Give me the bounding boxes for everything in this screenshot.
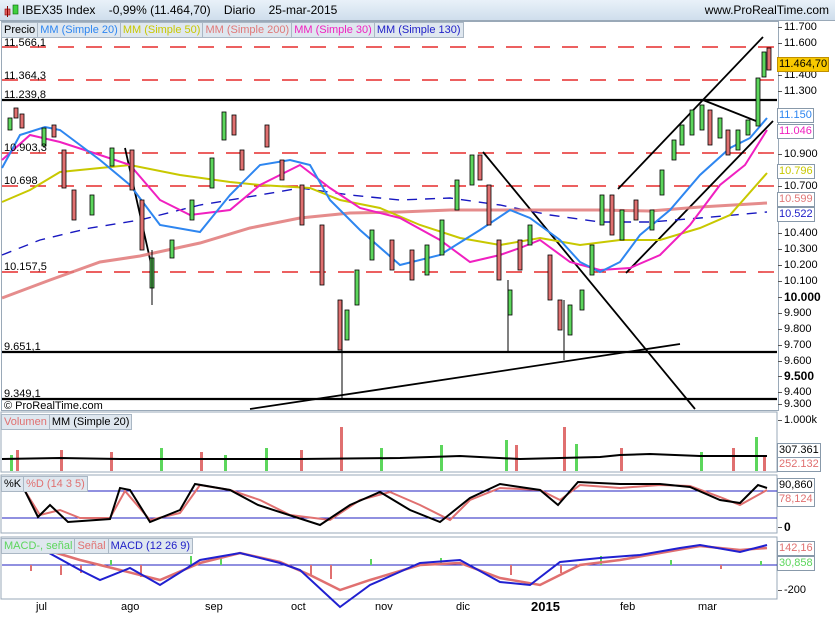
- volume-ma-tag: 252.132: [777, 457, 821, 472]
- macd-legend: MACD-, señal Señal MACD (12 26 9): [1, 538, 194, 554]
- sma50-tag: 10.796: [777, 164, 815, 179]
- candlestick-logo-icon: [4, 4, 19, 17]
- legend-k[interactable]: %K: [1, 476, 25, 492]
- x-tick: feb: [620, 601, 636, 613]
- level-label: 11.364,3: [4, 70, 47, 82]
- title-bar: IBEX35 Index -0,99% (11.464,70) Diario 2…: [0, 0, 835, 21]
- x-tick-year: 2015: [531, 599, 560, 614]
- volume-tag: 307.361: [777, 443, 821, 458]
- level-label: 9.349,1: [4, 388, 41, 400]
- date: 25-mar-2015: [268, 3, 338, 17]
- legend-d[interactable]: %D (14 3 5): [23, 476, 88, 492]
- x-tick: dic: [456, 601, 471, 613]
- volume-legend: Volumen MM (Simple 20): [1, 414, 133, 430]
- sma200-tag: 10.599: [777, 192, 815, 207]
- x-tick: sep: [205, 601, 223, 613]
- legend-sma130[interactable]: MM (Simple 130): [373, 22, 464, 38]
- legend-sma200[interactable]: MM (Simple 200): [202, 22, 293, 38]
- x-tick: nov: [375, 601, 393, 613]
- legend-macd[interactable]: MACD (12 26 9): [107, 538, 194, 554]
- price-legend: Precio MM (Simple 20) MM (Simple 50) MM …: [1, 22, 464, 38]
- chart-title: IBEX35 Index -0,99% (11.464,70) Diario 2…: [22, 3, 347, 17]
- macd-axis-tick: -200: [778, 584, 806, 596]
- legend-volume-ma[interactable]: MM (Simple 20): [48, 414, 133, 430]
- price-change: -0,99% (11.464,70): [108, 3, 211, 17]
- volume-axis-tick: 1.000k: [778, 414, 817, 426]
- legend-sma50[interactable]: MM (Simple 50): [119, 22, 204, 38]
- period: Diario: [223, 3, 256, 17]
- x-tick: ago: [121, 601, 140, 613]
- stoch-legend: %K %D (14 3 5): [1, 476, 88, 492]
- x-tick: mar: [698, 601, 717, 613]
- instrument-name: IBEX35 Index: [22, 3, 96, 17]
- sma130-tag: 10.522: [777, 207, 815, 222]
- legend-precio[interactable]: Precio: [1, 22, 39, 38]
- level-label: 11.566,1: [4, 37, 47, 49]
- copyright: © ProRealTime.com: [4, 400, 103, 412]
- legend-signal[interactable]: Señal: [74, 538, 109, 554]
- stoch-d-tag: 78,124: [777, 492, 815, 507]
- level-label: 11.239,8: [4, 89, 47, 101]
- stoch-k-tag: 90,860: [777, 478, 815, 493]
- x-tick: jul: [36, 601, 48, 613]
- volume-bars: [10, 427, 766, 471]
- level-label: 10.903,3: [4, 142, 47, 154]
- x-tick: oct: [291, 601, 306, 613]
- level-label: 10.157,5: [4, 261, 47, 273]
- last-price-tag: 11.464,70: [777, 57, 830, 72]
- sma30-tag: 11.046: [777, 124, 814, 139]
- macd-signal-tag: 142,16: [777, 541, 815, 556]
- stoch-axis-tick: 0: [778, 520, 791, 534]
- price-axis[interactable]: 11.700 11.600 11.400 11.300 10.900 10.70…: [778, 0, 835, 410]
- sma20-tag: 11.150: [777, 108, 814, 123]
- legend-volumen[interactable]: Volumen: [1, 414, 50, 430]
- site-link[interactable]: www.ProRealTime.com: [704, 3, 829, 17]
- legend-macd-hist[interactable]: MACD-, señal: [1, 538, 76, 554]
- legend-sma20[interactable]: MM (Simple 20): [37, 22, 121, 38]
- macd-hist-tag: 30,858: [777, 556, 815, 571]
- level-label: 10.698: [4, 175, 38, 187]
- legend-sma30[interactable]: MM (Simple 30): [291, 22, 375, 38]
- level-label: 9.651,1: [4, 341, 41, 353]
